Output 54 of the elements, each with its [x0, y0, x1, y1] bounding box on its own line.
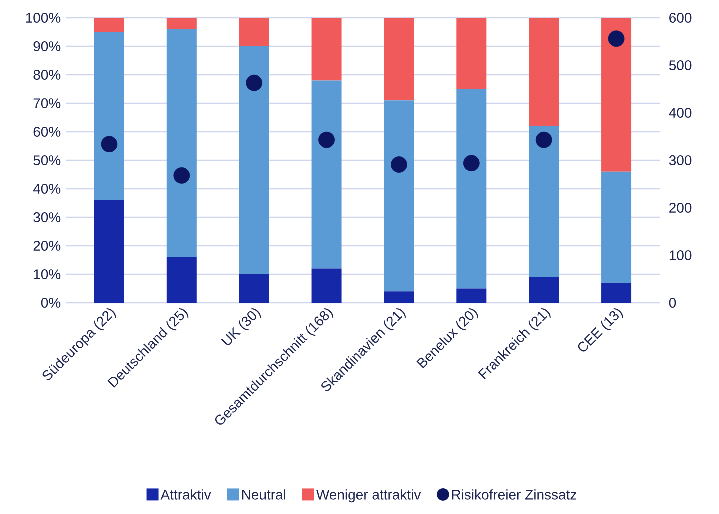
bar: [384, 100, 414, 292]
point: [391, 156, 408, 173]
bar: [456, 89, 487, 289]
bar: [312, 80, 342, 269]
bar: [94, 200, 124, 303]
bar: [602, 18, 632, 172]
bar: [166, 29, 197, 258]
bar: [529, 277, 560, 303]
y-tick-label: 10%: [34, 270, 61, 280]
point: [246, 74, 263, 92]
bar: [94, 32, 124, 200]
bar: [456, 288, 487, 303]
y2-tick-label: 200: [670, 203, 692, 213]
y-tick-label: 30%: [34, 212, 61, 222]
y-tick-label: 90%: [34, 42, 61, 52]
y2-tick-label: 500: [669, 60, 692, 70]
bar: [239, 274, 270, 303]
point: [608, 30, 625, 48]
point: [318, 132, 335, 148]
point: [174, 168, 190, 184]
y-tick-label: 100%: [26, 13, 61, 23]
bar: [384, 292, 414, 303]
bar: [312, 268, 342, 303]
y-tick-label: 80%: [34, 70, 61, 80]
y2-tick-label: 600: [670, 13, 692, 23]
bar: [239, 46, 270, 274]
point: [536, 132, 552, 148]
bar: [456, 18, 487, 90]
legend-label: Weniger attraktiv: [316, 490, 422, 503]
y-tick-label: 0%: [41, 298, 61, 308]
y-tick-label: 70%: [34, 98, 61, 108]
bar: [529, 18, 560, 126]
point: [101, 136, 118, 153]
legend-label: Risikofreier Zinssatz: [452, 490, 576, 500]
legend-label: Neutral: [242, 490, 286, 500]
y-tick-label: 50%: [34, 156, 61, 166]
bar: [602, 283, 632, 303]
bar: [602, 172, 632, 284]
y2-tick-label: 0: [669, 298, 676, 308]
bar: [529, 126, 560, 278]
bar: [94, 18, 124, 32]
y-tick-label: 40%: [33, 184, 61, 194]
bar: [166, 257, 197, 303]
bar: [312, 18, 342, 81]
bar: [239, 18, 270, 46]
point: [463, 155, 480, 172]
bar: [384, 18, 414, 101]
y2-tick-label: 100: [670, 250, 692, 260]
bar: [166, 18, 197, 30]
y-tick-label: 20%: [34, 241, 61, 251]
y2-tick-label: 400: [669, 108, 692, 118]
legend-label: Attraktiv: [160, 490, 212, 500]
y2-tick-label: 300: [669, 156, 692, 166]
y-tick-label: 60%: [34, 127, 61, 137]
